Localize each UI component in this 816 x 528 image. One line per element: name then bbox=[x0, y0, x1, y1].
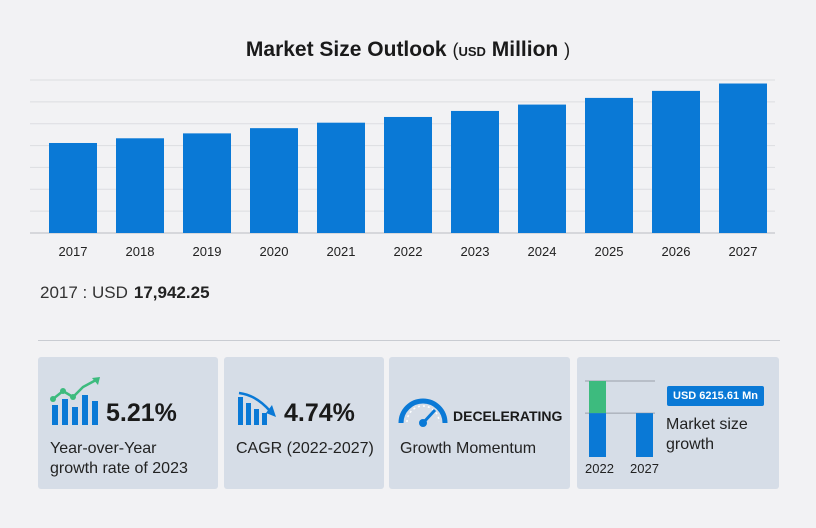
increment-card: USD 6215.61 Mn Market size growth 2022 2… bbox=[577, 357, 779, 489]
summary-label: 2017 : USD bbox=[40, 283, 128, 302]
increment-mini-chart bbox=[585, 380, 655, 457]
cagr-value: 4.74% bbox=[284, 399, 355, 427]
x-tick-label: 2024 bbox=[528, 244, 557, 259]
bar-2018 bbox=[116, 138, 164, 233]
increment-year-end: 2027 bbox=[630, 461, 659, 476]
bar-2027 bbox=[719, 83, 767, 233]
increment-label-line1: Market size bbox=[666, 416, 748, 433]
x-tick-label: 2027 bbox=[729, 244, 758, 259]
increment-label-line2: growth bbox=[666, 436, 715, 453]
section-divider bbox=[38, 340, 780, 341]
cagr-card: 4.74% CAGR (2022-2027) bbox=[224, 357, 384, 489]
momentum-label: Growth Momentum bbox=[400, 440, 537, 457]
chart-title: Market Size Outlook (USD Million ) bbox=[0, 38, 816, 62]
speedometer-icon bbox=[398, 398, 448, 427]
bar-2021 bbox=[317, 122, 365, 233]
yoy-card: 5.21% Year-over-Year growth rate of 2023 bbox=[38, 357, 218, 489]
yoy-label-line2: growth rate of 2023 bbox=[50, 460, 188, 477]
bar-2025 bbox=[585, 97, 633, 233]
bar-2024 bbox=[518, 104, 566, 234]
unit-open-paren: ( bbox=[452, 40, 459, 60]
increment-2027-bar bbox=[636, 413, 653, 457]
bar-2026 bbox=[652, 90, 700, 233]
x-tick-label: 2022 bbox=[394, 244, 423, 259]
bar-2020 bbox=[250, 128, 298, 233]
x-tick-label: 2021 bbox=[327, 244, 356, 259]
bar-2023 bbox=[451, 110, 499, 233]
increment-year-start: 2022 bbox=[585, 461, 614, 476]
unit-scale: Million bbox=[491, 38, 559, 61]
badge-unit: USD bbox=[673, 390, 697, 402]
title-text: Market Size Outlook bbox=[245, 38, 447, 61]
summary-value: 17,942.25 bbox=[133, 283, 210, 302]
increment-2022-bar bbox=[589, 413, 606, 457]
base-year-summary: 2017 : USD 17,942.25 bbox=[40, 283, 210, 303]
yoy-label-line1: Year-over-Year bbox=[50, 440, 157, 457]
bar-2022 bbox=[384, 116, 432, 233]
x-tick-label: 2025 bbox=[595, 244, 624, 259]
unit-close-paren: ) bbox=[564, 40, 571, 60]
x-tick-label: 2023 bbox=[461, 244, 490, 259]
momentum-card: DECELERATING Growth Momentum bbox=[389, 357, 570, 489]
growth-chart-icon bbox=[50, 377, 100, 425]
momentum-value: DECELERATING bbox=[453, 408, 563, 424]
increment-growth-segment bbox=[589, 381, 606, 414]
x-tick-label: 2026 bbox=[662, 244, 691, 259]
x-tick-label: 2017 bbox=[59, 244, 88, 259]
increment-badge: USD 6215.61 Mn bbox=[667, 386, 764, 406]
x-tick-label: 2018 bbox=[126, 244, 155, 259]
cagr-label: CAGR (2022-2027) bbox=[236, 440, 374, 457]
x-tick-label: 2019 bbox=[193, 244, 222, 259]
badge-value: 6215.61 Mn bbox=[699, 390, 758, 402]
bar-2019 bbox=[183, 133, 231, 233]
bar-chart: 2017 2018 2019 2020 2021 2022 2023 2024 2025 2026… bbox=[30, 79, 775, 259]
yoy-value: 5.21% bbox=[106, 399, 177, 427]
bar-2017 bbox=[49, 142, 97, 233]
unit-currency: USD bbox=[458, 44, 486, 59]
cagr-chart-icon bbox=[238, 391, 276, 425]
x-tick-label: 2020 bbox=[260, 244, 289, 259]
